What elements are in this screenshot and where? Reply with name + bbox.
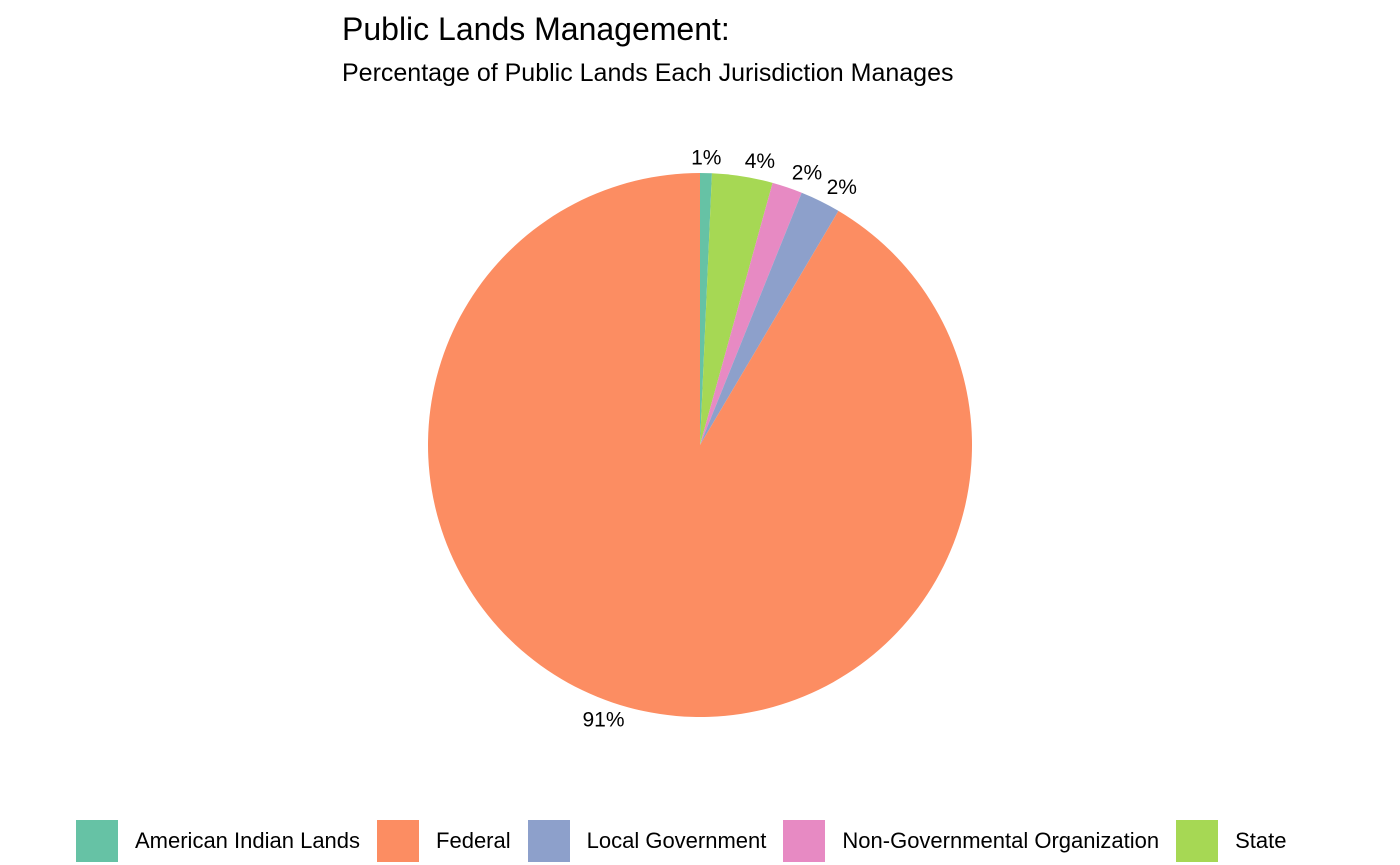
pie-label-federal: 91% <box>583 708 625 731</box>
pie-label-local-government: 2% <box>827 176 857 199</box>
legend-swatch <box>527 820 570 862</box>
legend-item-local-government: Local Government <box>527 820 767 862</box>
legend-item-american-indian-lands: American Indian Lands <box>76 820 360 862</box>
legend-item-state: State <box>1176 820 1286 862</box>
pie-label-state: 4% <box>745 150 775 173</box>
legend-label: American Indian Lands <box>135 828 361 853</box>
legend-label: Local Government <box>586 828 767 853</box>
pie-slice-american-indian-lands <box>700 173 712 445</box>
chart-title: Public Lands Management: <box>342 11 730 47</box>
legend-label: Non-Governmental Organization <box>842 828 1160 853</box>
pie-slice-state <box>700 173 773 445</box>
legend-swatch <box>783 820 826 862</box>
pie-label-american-indian-lands: 1% <box>691 147 721 170</box>
pie-slice-local-government <box>700 192 839 445</box>
chart-subtitle: Percentage of Public Lands Each Jurisdic… <box>342 59 954 87</box>
pie-slice-non-governmental-organization <box>700 182 802 445</box>
legend-label: Federal <box>436 828 511 853</box>
pie-label-non-governmental-organization: 2% <box>792 162 822 185</box>
legend: American Indian Lands Federal Local Gove… <box>76 820 1303 862</box>
legend-item-federal: Federal <box>377 820 511 862</box>
legend-label: State <box>1235 828 1287 853</box>
legend-item-non-governmental-organization: Non-Governmental Organization <box>783 820 1159 862</box>
legend-swatch <box>1176 820 1219 862</box>
legend-swatch <box>76 820 118 862</box>
legend-swatch <box>377 820 420 862</box>
pie-slice-federal <box>428 173 973 718</box>
